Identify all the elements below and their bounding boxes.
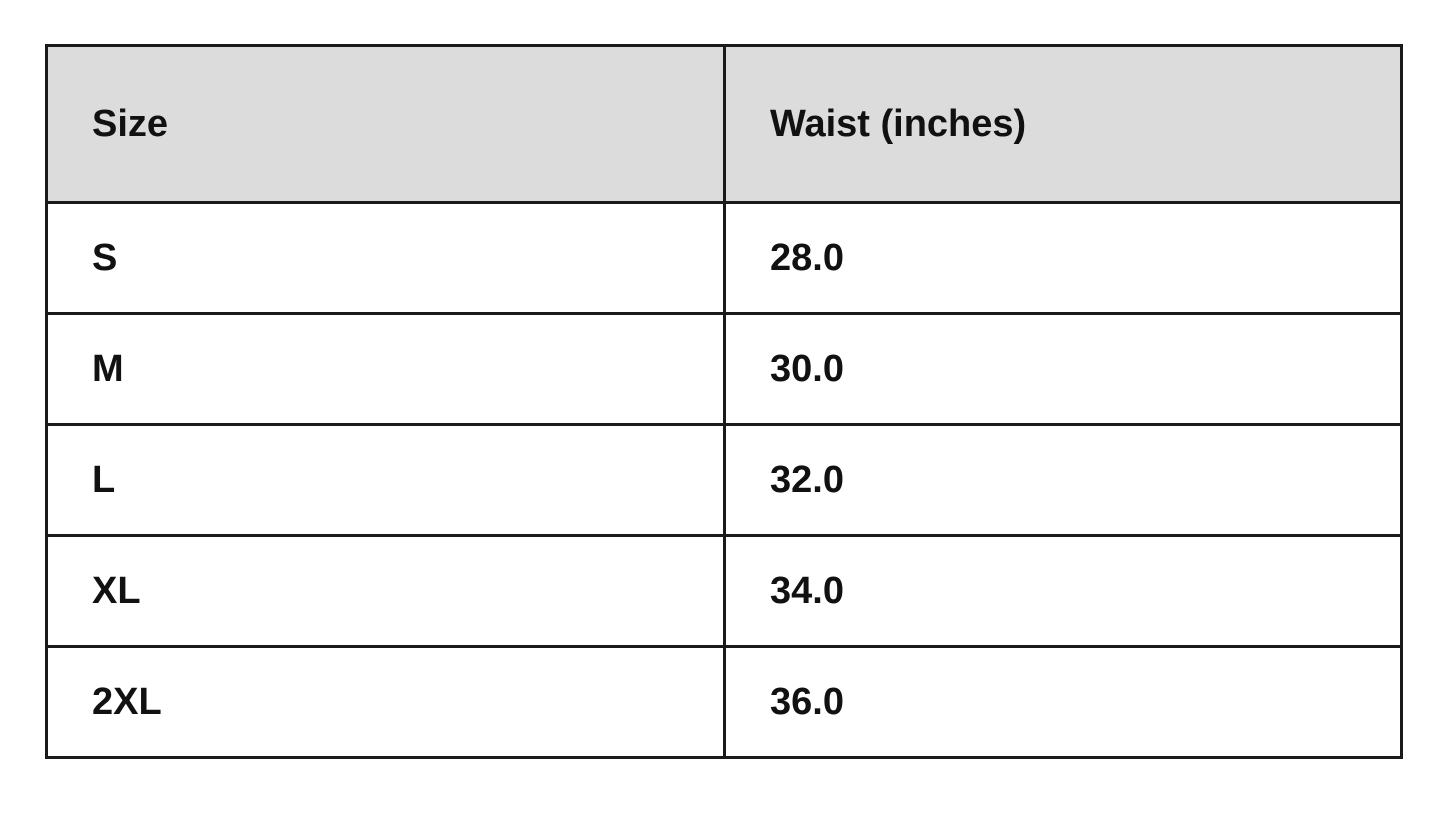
header-waist: Waist (inches) <box>723 44 1403 204</box>
waist-cell: 30.0 <box>723 312 1403 426</box>
size-cell: XL <box>45 534 726 648</box>
waist-cell: 32.0 <box>723 423 1403 537</box>
table-row: XL 34.0 <box>45 534 1403 648</box>
size-cell: S <box>45 201 726 315</box>
header-row: Size Waist (inches) <box>45 44 1403 204</box>
table-row: M 30.0 <box>45 312 1403 426</box>
table-row: S 28.0 <box>45 201 1403 315</box>
waist-cell: 36.0 <box>723 645 1403 759</box>
size-cell: L <box>45 423 726 537</box>
header-size: Size <box>45 44 726 204</box>
size-cell: 2XL <box>45 645 726 759</box>
size-cell: M <box>45 312 726 426</box>
waist-cell: 34.0 <box>723 534 1403 648</box>
table-row: L 32.0 <box>45 423 1403 537</box>
table-row: 2XL 36.0 <box>45 645 1403 759</box>
size-chart-table: Size Waist (inches) S 28.0 M 30.0 L 32.0 XL 34.… <box>45 44 1403 759</box>
waist-cell: 28.0 <box>723 201 1403 315</box>
